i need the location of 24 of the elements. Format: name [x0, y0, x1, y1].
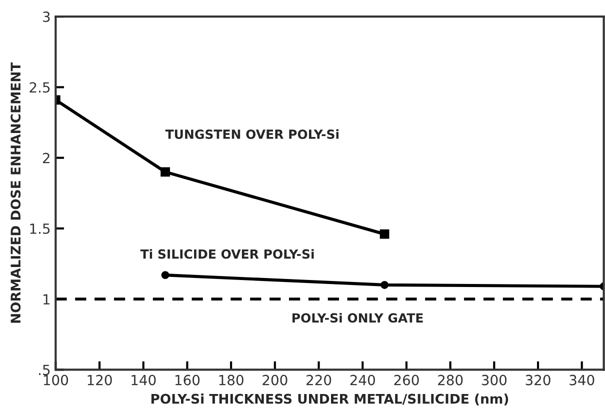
y-tick-label: 1: [43, 294, 50, 304]
x-tick-label: 320: [526, 374, 550, 386]
x-tick-label: 160: [175, 374, 200, 386]
y-tick-label: 3: [43, 12, 50, 22]
y-tick-label: .5: [39, 364, 50, 376]
text: TUNGSTEN OVER POLY-Si: [165, 129, 338, 139]
x-tick-label: 100: [44, 374, 68, 386]
ref-line-label: POLY-Si ONLY GATE: [292, 312, 423, 323]
x-tick-label: 140: [132, 374, 156, 386]
x-tick-label: 200: [262, 374, 288, 386]
x-tick-label: 240: [350, 374, 375, 386]
y-tick-label: 2: [42, 152, 50, 164]
x-tick-label: 220: [306, 374, 332, 386]
x-tick-label: 180: [219, 374, 244, 386]
y-tick-label: 1.5: [30, 224, 50, 234]
x-axis-title: POLY-Si THICKNESS UNDER METAL/SILICIDE (nm): [151, 394, 508, 406]
x-tick-label: 280: [438, 374, 463, 386]
series-label: Ti SILICIDE OVER POLY-Si: [140, 249, 314, 259]
x-tick-label: 300: [482, 374, 506, 386]
y-axis-title: NORMALIZED DOSE ENHANCEMENT: [10, 62, 21, 323]
x-tick-label: 340: [570, 374, 594, 386]
y-tick-label: 2.5: [30, 82, 50, 93]
x-tick-label: 260: [394, 374, 419, 386]
x-tick-label: 120: [88, 374, 112, 386]
